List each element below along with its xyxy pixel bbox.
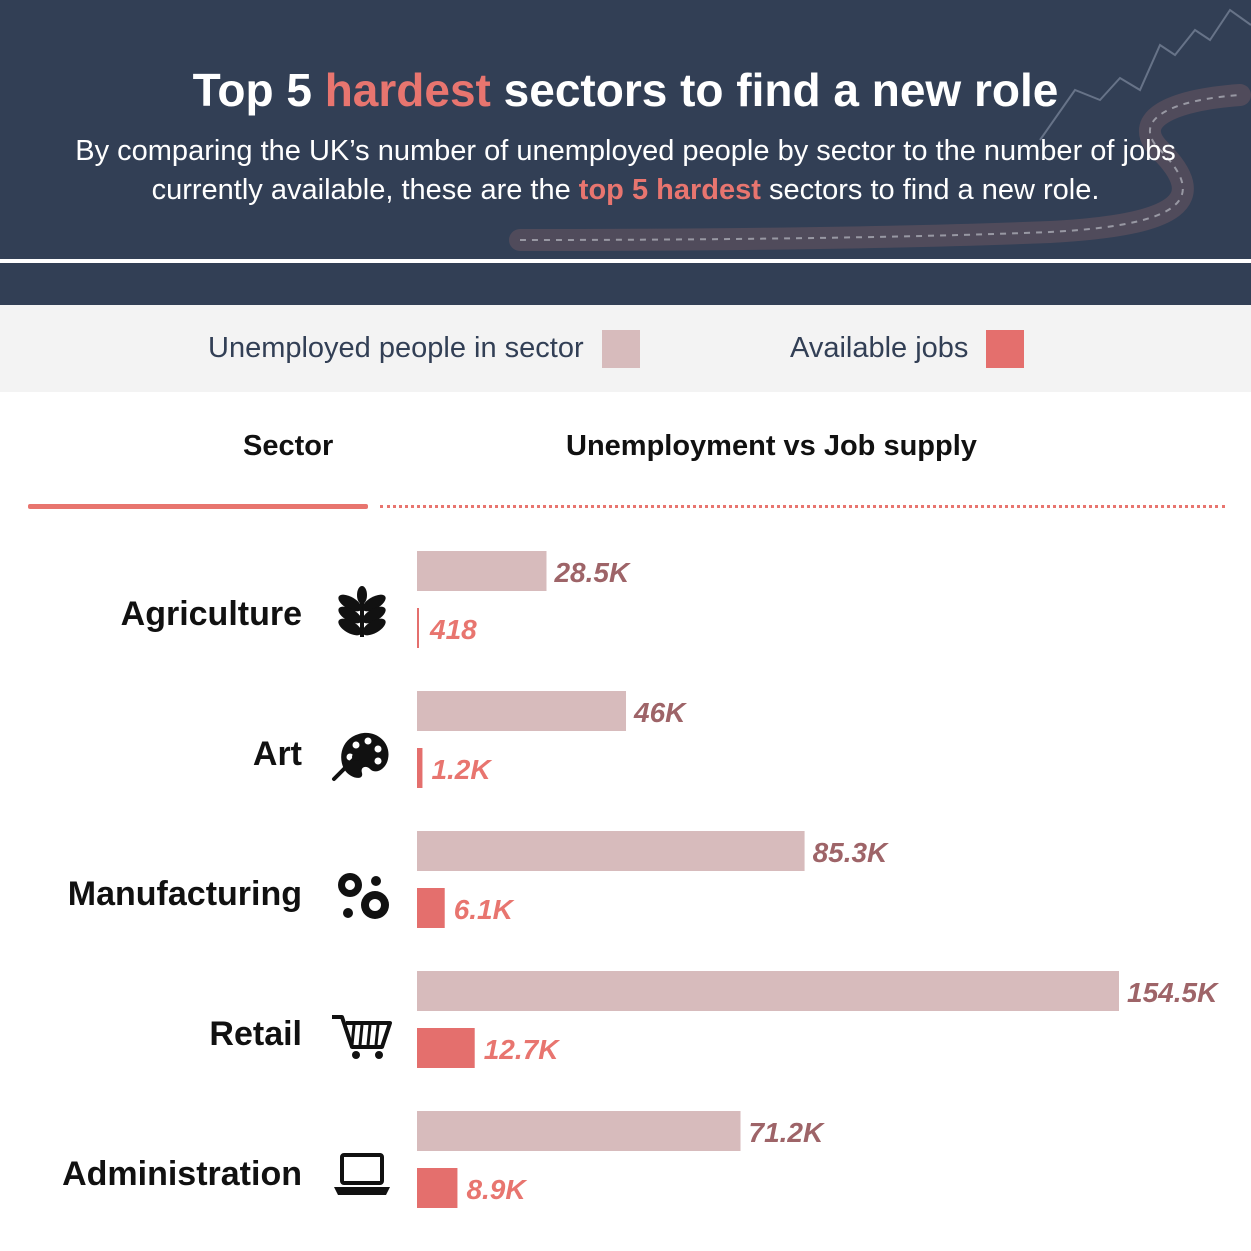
bar-chart: Agriculture 28.5K 418 Art 46K 1.2K Manufacturi… [62,551,1219,1208]
data-label-available-jobs: 1.2K [431,754,492,785]
shopping-cart-icon [332,1015,392,1059]
column-header-sector: Sector [243,430,334,462]
data-label-unemployed: 71.2K [749,1117,825,1148]
data-label-unemployed: 154.5K [1127,977,1219,1008]
sector-row: Art 46K 1.2K [253,691,687,788]
page-title: Top 5 hardest sectors to find a new role [192,64,1059,116]
legend-item-unemployed: Unemployed people in sector [208,305,640,392]
sector-row: Agriculture 28.5K 418 [121,551,631,648]
palette-icon [332,732,389,781]
column-header-comparison: Unemployment vs Job supply [566,430,977,462]
page-subtitle: By comparing the UK’s number of unemploy… [75,135,1176,206]
bar-unemployed [417,971,1119,1011]
legend-swatch-unemployed [601,329,640,368]
data-label-available-jobs: 418 [429,614,477,645]
legend-label-jobs: Available jobs [790,332,969,364]
sector-row: Retail 154.5K 12.7K [209,971,1219,1068]
legend-swatch-jobs [986,329,1025,368]
sector-label: Administration [62,1155,302,1193]
bar-available-jobs [417,1028,475,1068]
sector-label: Art [253,735,302,773]
legend-label-unemployed: Unemployed people in sector [208,332,584,364]
bar-available-jobs [417,748,423,788]
road-graph-decoration [509,8,1251,251]
header-divider [0,259,1251,263]
bar-available-jobs [417,1168,458,1208]
header-rule-solid [28,504,368,509]
gears-icon [338,873,389,919]
sector-label: Retail [209,1015,302,1053]
sector-row: Manufacturing 85.3K 6.1K [68,831,889,928]
header-rule-dotted [380,505,1225,508]
laptop-icon [334,1153,390,1195]
sector-row: Administration 71.2K 8.9K [62,1111,825,1208]
bar-unemployed [417,1111,741,1151]
bar-unemployed [417,691,627,731]
sector-label: Manufacturing [68,875,302,913]
sector-label: Agriculture [121,595,302,633]
header-banner: Top 5 hardest sectors to find a new role… [0,0,1251,305]
bar-available-jobs [417,608,419,648]
bar-available-jobs [417,888,445,928]
data-label-unemployed: 46K [633,697,687,728]
legend-item-jobs: Available jobs [790,305,1025,392]
data-label-available-jobs: 12.7K [484,1034,560,1065]
data-label-unemployed: 28.5K [553,557,630,588]
data-label-available-jobs: 8.9K [466,1174,527,1205]
legend: Unemployed people in sector Available jo… [0,305,1251,392]
bar-unemployed [417,551,547,591]
data-label-unemployed: 85.3K [813,837,889,868]
wheat-icon [338,586,386,637]
bar-unemployed [417,831,805,871]
data-label-available-jobs: 6.1K [454,894,515,925]
